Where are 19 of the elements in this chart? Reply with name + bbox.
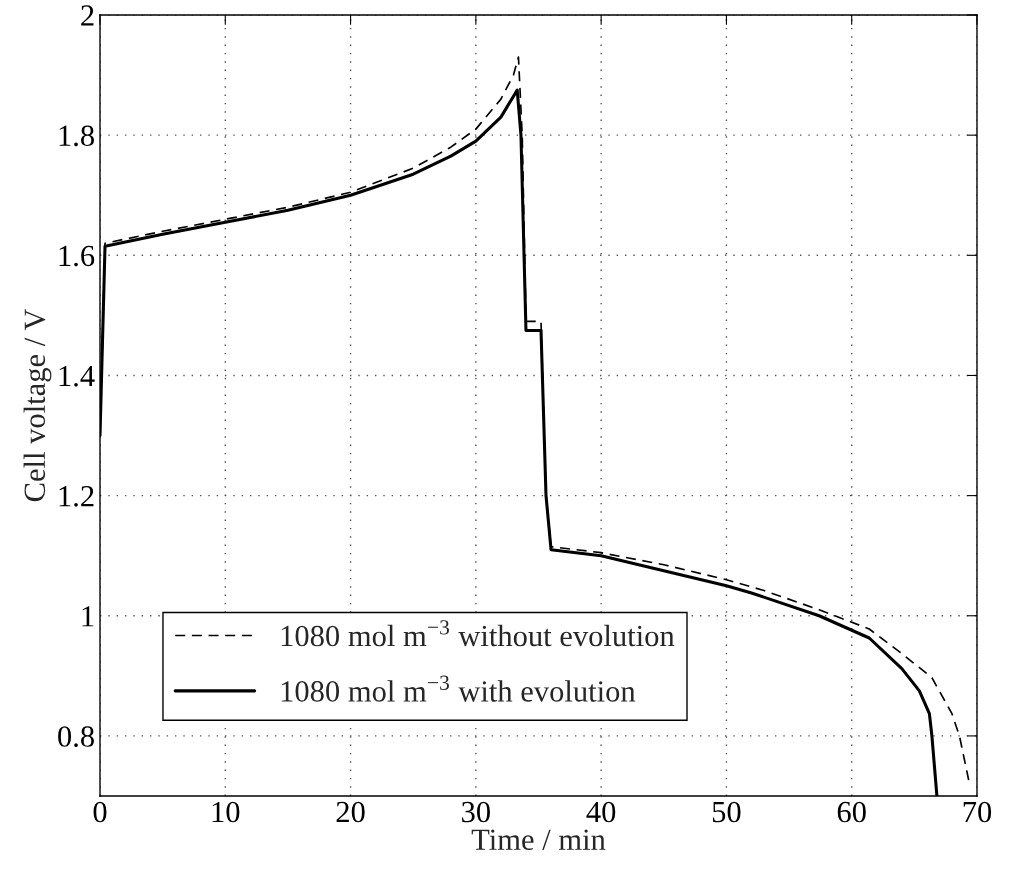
y-tick-label: 2	[81, 5, 94, 26]
x-tick-label: 50	[712, 801, 741, 823]
x-tick-label: 40	[586, 801, 616, 823]
x-tick-label: 10	[212, 801, 240, 823]
x-tick-label: 70	[963, 801, 992, 823]
x-tick-label: 30	[462, 801, 490, 823]
y-tick-label: 1.8	[59, 125, 94, 147]
y-tick-label: 1.2	[59, 485, 94, 507]
x-tick-label: 0	[93, 801, 107, 823]
y-tick-label: 1.4	[59, 365, 95, 387]
x-axis-title: Time / min	[471, 829, 606, 851]
y-tick-label: 1	[82, 606, 94, 627]
y-tick-label: 0.8	[58, 726, 94, 747]
y-axis-title: Cell voltage / V	[23, 308, 52, 502]
legend-label: 1080 mol m$^{−3}$ without evolution	[281, 620, 675, 647]
legend-label: 1080 mol m$^{−3}$ with evolution	[281, 675, 636, 702]
x-tick-label: 20	[336, 801, 365, 823]
y-tick-label: 1.6	[59, 245, 95, 267]
x-tick-label: 60	[837, 801, 866, 823]
